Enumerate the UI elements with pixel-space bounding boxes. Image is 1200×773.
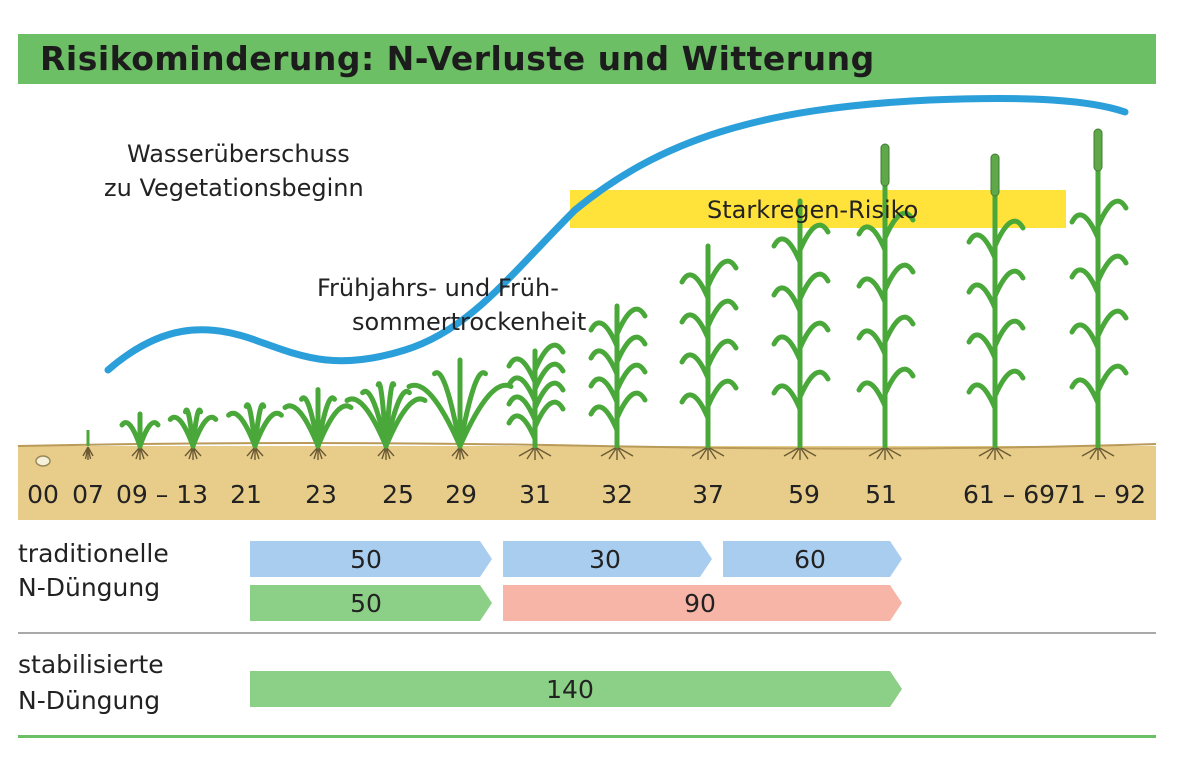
heavy-rain-band bbox=[570, 190, 1066, 228]
growth-stage-label: 71 – 92 bbox=[1054, 480, 1146, 509]
stab-green-arrow bbox=[250, 671, 902, 707]
trad-red-value: 90 bbox=[684, 589, 716, 618]
growth-stage-label: 31 bbox=[519, 480, 551, 509]
growth-stage-label: 25 bbox=[382, 480, 414, 509]
growth-stage-label: 07 bbox=[72, 480, 104, 509]
trad-green-arrow bbox=[250, 585, 492, 621]
title-bar bbox=[18, 34, 1156, 84]
soil-strip bbox=[18, 446, 1156, 520]
trad-blue-arrow-1 bbox=[250, 541, 492, 577]
trad-blue-arrow-3 bbox=[723, 541, 902, 577]
row-divider bbox=[18, 632, 1156, 634]
trad-blue-value-1: 50 bbox=[350, 545, 382, 574]
heavy-rain-label: Starkregen-Risiko bbox=[707, 196, 919, 224]
drought-label-2: sommertrockenheit bbox=[352, 308, 587, 336]
seed-grain bbox=[35, 455, 51, 467]
growth-stage-label: 29 bbox=[445, 480, 477, 509]
water-curve bbox=[104, 95, 1129, 374]
growth-stage-label: 09 – 13 bbox=[116, 480, 208, 509]
trad-blue-value-2: 30 bbox=[589, 545, 621, 574]
bottom-rule bbox=[18, 735, 1156, 738]
plant-stages bbox=[82, 128, 1129, 460]
trad-blue-value-3: 60 bbox=[794, 545, 826, 574]
growth-stage-label: 61 – 69 bbox=[963, 480, 1055, 509]
trad-red-arrow bbox=[503, 585, 902, 621]
growth-stage-label: 51 bbox=[865, 480, 897, 509]
growth-stage-label: 37 bbox=[692, 480, 724, 509]
stabilized-label-2: N-Düngung bbox=[18, 686, 161, 715]
stabilized-label-1: stabilisierte bbox=[18, 650, 164, 679]
stab-green-value: 140 bbox=[546, 675, 594, 704]
growth-stage-label: 00 bbox=[27, 480, 59, 509]
growth-stage-label: 23 bbox=[305, 480, 337, 509]
growth-stage-label: 21 bbox=[230, 480, 262, 509]
trad-green-value: 50 bbox=[350, 589, 382, 618]
trad-blue-arrow-2 bbox=[503, 541, 712, 577]
page-title: Risikominderung: N-Verluste und Witterun… bbox=[40, 39, 875, 78]
traditional-label-1: traditionelle bbox=[18, 539, 169, 568]
traditional-label-2: N-Düngung bbox=[18, 573, 161, 602]
water-surplus-label-2: zu Vegetationsbeginn bbox=[104, 174, 364, 202]
growth-stage-label: 32 bbox=[601, 480, 633, 509]
water-surplus-label-1: Wasserüberschuss bbox=[127, 140, 350, 168]
drought-label-1: Frühjahrs- und Früh- bbox=[317, 274, 559, 302]
growth-stage-label: 59 bbox=[788, 480, 820, 509]
